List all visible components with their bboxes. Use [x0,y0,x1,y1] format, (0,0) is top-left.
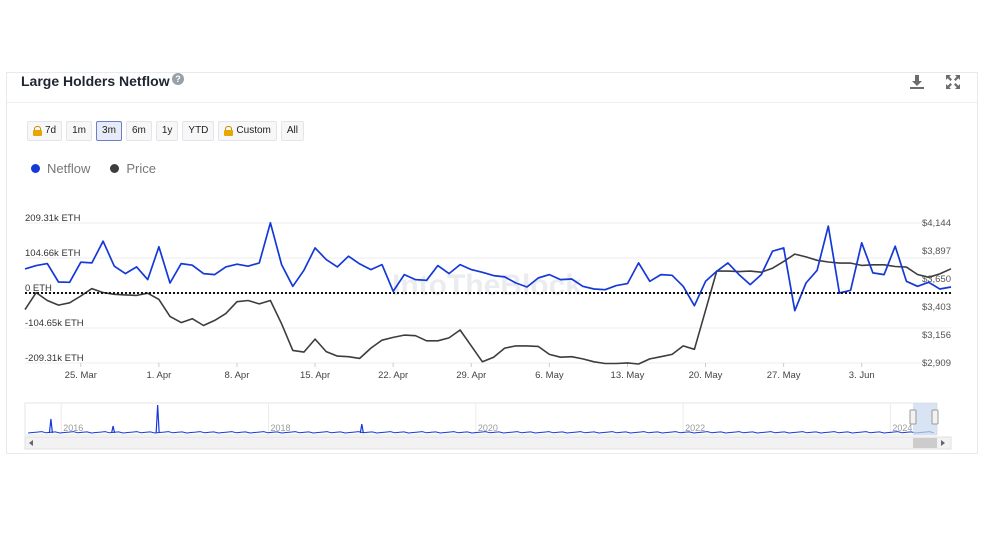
range-button-6m[interactable]: 6m [125,121,152,141]
right-axis-tick-label: $3,650 [922,274,951,285]
navigator-year-label: 2018 [271,423,291,433]
navigator-handle-left [909,409,917,425]
right-axis-tick-label: $4,144 [922,218,951,229]
chart-header: Large Holders Netflow ? [7,73,977,103]
download-icon[interactable] [909,74,925,90]
x-axis-tick-label: 1. Apr [146,370,171,381]
right-axis-tick-label: $3,156 [922,330,951,341]
lock-icon [224,126,234,136]
range-button-1y[interactable]: 1y [155,121,179,141]
left-axis-tick-label: -209.31k ETH [25,353,84,364]
left-axis-tick-label: -104.65k ETH [25,318,84,329]
range-button-label: 7d [45,125,57,136]
range-button-label: 6m [131,125,146,136]
navigator-spike [48,418,54,434]
legend-price[interactable]: Price [110,161,156,176]
x-axis-tick-label: 29. Apr [456,370,486,381]
price-line [24,253,952,365]
navigator-year-label: 2022 [685,423,705,433]
navigator-spike [359,423,364,434]
legend-netflow-label: Netflow [47,161,91,176]
range-selector: 7d 1m 3m 6m 1y YTD Custom All [27,121,304,143]
navigator-spike [111,425,116,434]
range-button-label: 3m [102,125,116,136]
right-axis-tick-label: $3,897 [922,246,951,257]
left-axis-tick-label: 0 ETH [25,283,52,294]
range-button-label: 1m [72,125,87,136]
range-button-ytd[interactable]: YTD [182,121,215,141]
navigator-frame [24,402,938,436]
x-axis-tick-label: 15. Apr [300,370,330,381]
chart-title: Large Holders Netflow [21,73,170,89]
x-axis-tick-label: 27. May [767,370,801,381]
left-axis-tick-label: 104.66k ETH [25,248,81,259]
x-axis-tick-label: 20. May [689,370,723,381]
scrollbar-thumb [913,438,937,448]
scrollbar-track [24,436,952,450]
range-button-3m[interactable]: 3m [96,121,122,141]
x-axis-tick-label: 13. May [611,370,645,381]
x-axis-tick-label: 25. Mar [65,370,97,381]
scroll-left-icon [29,440,33,446]
range-button-label: All [286,125,298,136]
x-axis-tick-label: 22. Apr [378,370,408,381]
x-axis-tick-label: 8. Apr [225,370,250,381]
range-button-7d[interactable]: 7d [27,121,63,141]
navigator-year-label: 2016 [63,423,83,433]
range-button-label: 1y [161,125,173,136]
left-axis-tick-label: 209.31k ETH [25,213,81,224]
range-button-custom[interactable]: Custom [218,121,277,141]
legend-netflow-dot [31,164,40,173]
navigator-handle-right [931,409,939,425]
navigator-year-label: 2024 [892,423,912,433]
chart-card: Large Holders Netflow ? 7d 1m 3m 6m 1y YTD Cus… [6,72,978,454]
right-axis-tick-label: $2,909 [922,358,951,369]
help-icon[interactable]: ? [172,73,184,85]
navigator-spike [155,404,160,434]
range-button-all[interactable]: All [280,121,304,141]
legend-netflow[interactable]: Netflow [31,161,90,176]
scroll-right-icon [941,440,945,446]
lock-icon [33,126,42,136]
x-axis-tick-label: 6. May [535,370,564,381]
expand-icon[interactable] [945,74,961,90]
right-axis-tick-label: $3,403 [922,302,951,313]
range-button-1m[interactable]: 1m [66,121,93,141]
range-button-label: Custom [236,125,271,136]
legend-price-label: Price [126,161,156,176]
chart-legend: Netflow Price [31,161,156,176]
netflow-line [24,221,952,312]
navigator-year-label: 2020 [478,423,498,433]
range-button-label: YTD [188,125,209,136]
x-axis-tick-label: 3. Jun [849,370,875,381]
navigator-line [28,431,935,434]
legend-price-dot [110,164,120,173]
